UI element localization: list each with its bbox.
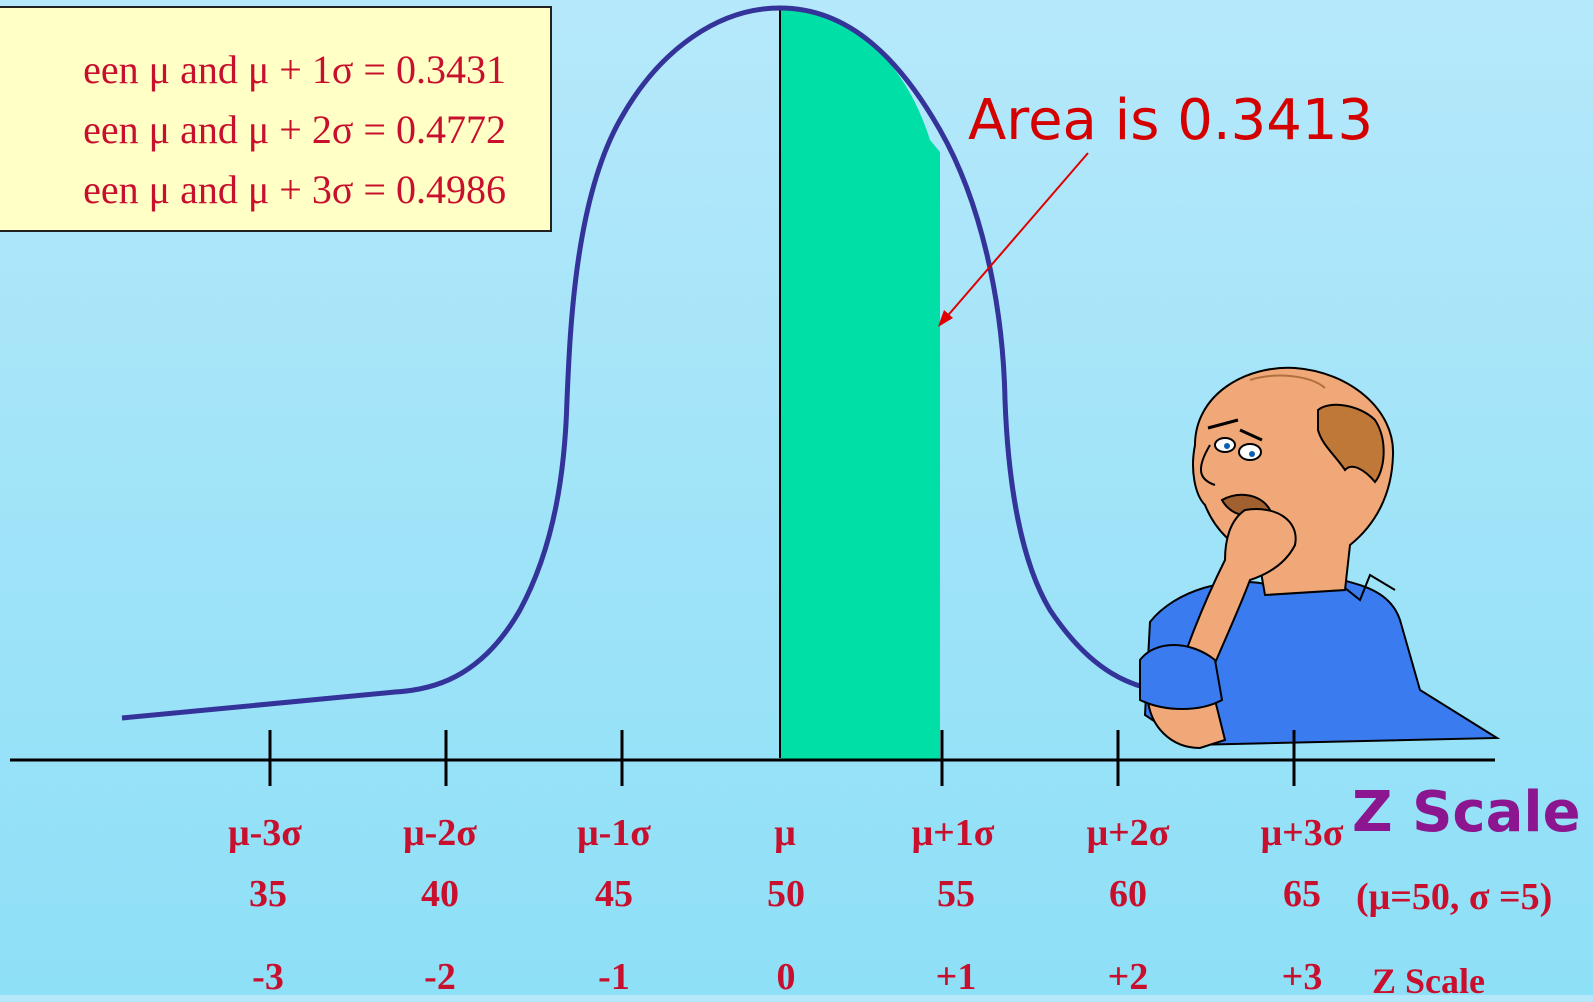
symbol-label: μ-3σ (228, 812, 302, 854)
z-label: +2 (1107, 956, 1149, 998)
symbol-label: μ+2σ (1086, 812, 1170, 854)
axis-ticks (268, 730, 1296, 786)
value-label: 35 (249, 873, 287, 915)
info-line-3: een μ and μ + 3σ = 0.4986 (83, 167, 506, 212)
symbol-label: μ-1σ (577, 812, 651, 854)
symbol-label: μ+1σ (911, 812, 995, 854)
area-pointer-arrow (943, 152, 1089, 321)
info-line-1: een μ and μ + 1σ = 0.3431 (83, 47, 506, 92)
thinking-man-clipart (1139, 366, 1501, 750)
z-label: -1 (598, 956, 630, 998)
info-line-2: een μ and μ + 2σ = 0.4772 (83, 107, 506, 152)
symbol-label: μ+3σ (1260, 812, 1344, 854)
value-label: 45 (595, 873, 633, 915)
info-box: een μ and μ + 1σ = 0.3431 een μ and μ + … (0, 6, 552, 232)
z-label: -2 (424, 956, 456, 998)
z-scale-label: Z Scale (1372, 961, 1485, 1001)
value-label: 60 (1109, 873, 1147, 915)
z-label: 0 (776, 956, 796, 998)
symbol-label: μ (774, 812, 796, 854)
params-label: (μ=50, σ =5) (1356, 876, 1553, 918)
value-label: 50 (767, 873, 805, 915)
value-label: 40 (421, 873, 459, 915)
z-label: +3 (1281, 956, 1323, 998)
z-label: -3 (252, 956, 284, 998)
shaded-area (780, 10, 940, 760)
symbol-label: μ-2σ (403, 812, 477, 854)
arrow-head (938, 310, 953, 327)
value-label: 65 (1283, 873, 1321, 915)
value-label: 55 (937, 873, 975, 915)
z-label: +1 (935, 956, 977, 998)
z-scale-title: Z Scale (1352, 780, 1581, 845)
area-label: Area is 0.3413 (968, 88, 1374, 153)
bell-curve (121, 5, 1179, 721)
